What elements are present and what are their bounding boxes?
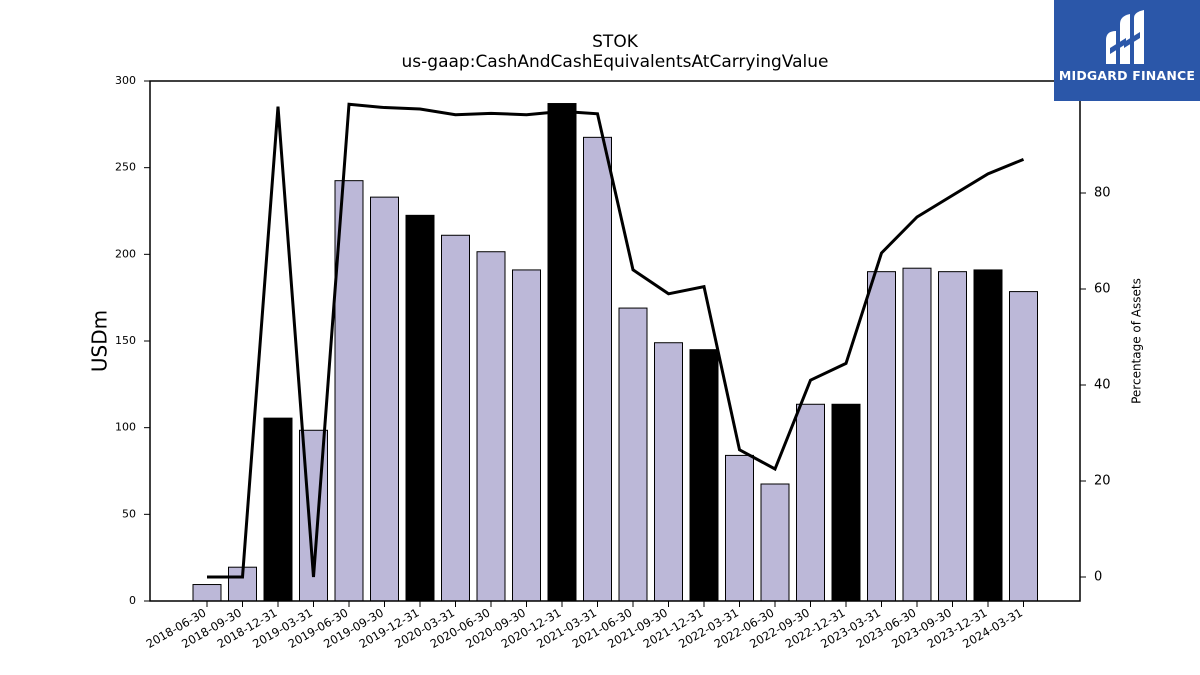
chart-title: STOK [592,32,638,52]
bar-2024-03-31 [1009,291,1038,602]
bar-2019-06-30 [334,180,364,602]
percentage-line [207,102,1025,579]
chart-subtitle: us-gaap:CashAndCashEquivalentsAtCarrying… [401,52,829,72]
y2-tick-label: 40 [1094,378,1111,393]
logo-mark-icon [1106,10,1144,64]
bar-2020-06-30 [476,251,506,602]
bar-2021-06-30 [618,307,648,602]
y2-axis-label: Percentage of Assets [1130,278,1144,404]
bar-2022-12-31 [831,403,861,602]
bar-2018-06-30 [192,584,222,602]
brand-logo: MIDGARD FINANCE [1054,0,1200,101]
y-tick-label: 300 [115,74,136,87]
bar-2021-03-31 [583,136,612,602]
bar-2019-12-31 [405,214,435,602]
bar-2018-12-31 [263,417,293,602]
bar-2022-03-31 [725,454,754,602]
y-tick-label: 150 [115,334,136,347]
y-tick-label: 200 [115,247,136,260]
y2-tick-label: 80 [1094,186,1111,201]
bar-2020-03-31 [441,234,470,602]
bars-group [192,103,1038,602]
bar-2023-03-31 [867,271,896,602]
line-group [207,102,1025,579]
y2-tick-label: 20 [1094,474,1111,489]
logo-text: MIDGARD FINANCE [1058,68,1196,83]
y-tick-label: 250 [115,161,136,174]
bar-2020-09-30 [512,269,541,602]
y-tick-label: 0 [129,594,136,607]
bar-2020-12-31 [547,103,577,602]
y-tick-label: 100 [115,421,136,434]
y2-tick-label: 0 [1094,570,1102,585]
bar-2023-12-31 [973,269,1003,602]
y-tick-label: 50 [122,507,136,520]
bar-2023-06-30 [902,267,932,602]
bar-2021-12-31 [689,349,719,602]
y-axis-label: USDm [88,310,112,372]
bar-2021-09-30 [654,342,683,602]
bar-2019-09-30 [370,196,399,602]
bar-2022-09-30 [796,403,825,602]
bar-2022-06-30 [760,483,790,602]
y2-tick-label: 60 [1094,282,1111,297]
bar-2023-09-30 [938,271,967,602]
